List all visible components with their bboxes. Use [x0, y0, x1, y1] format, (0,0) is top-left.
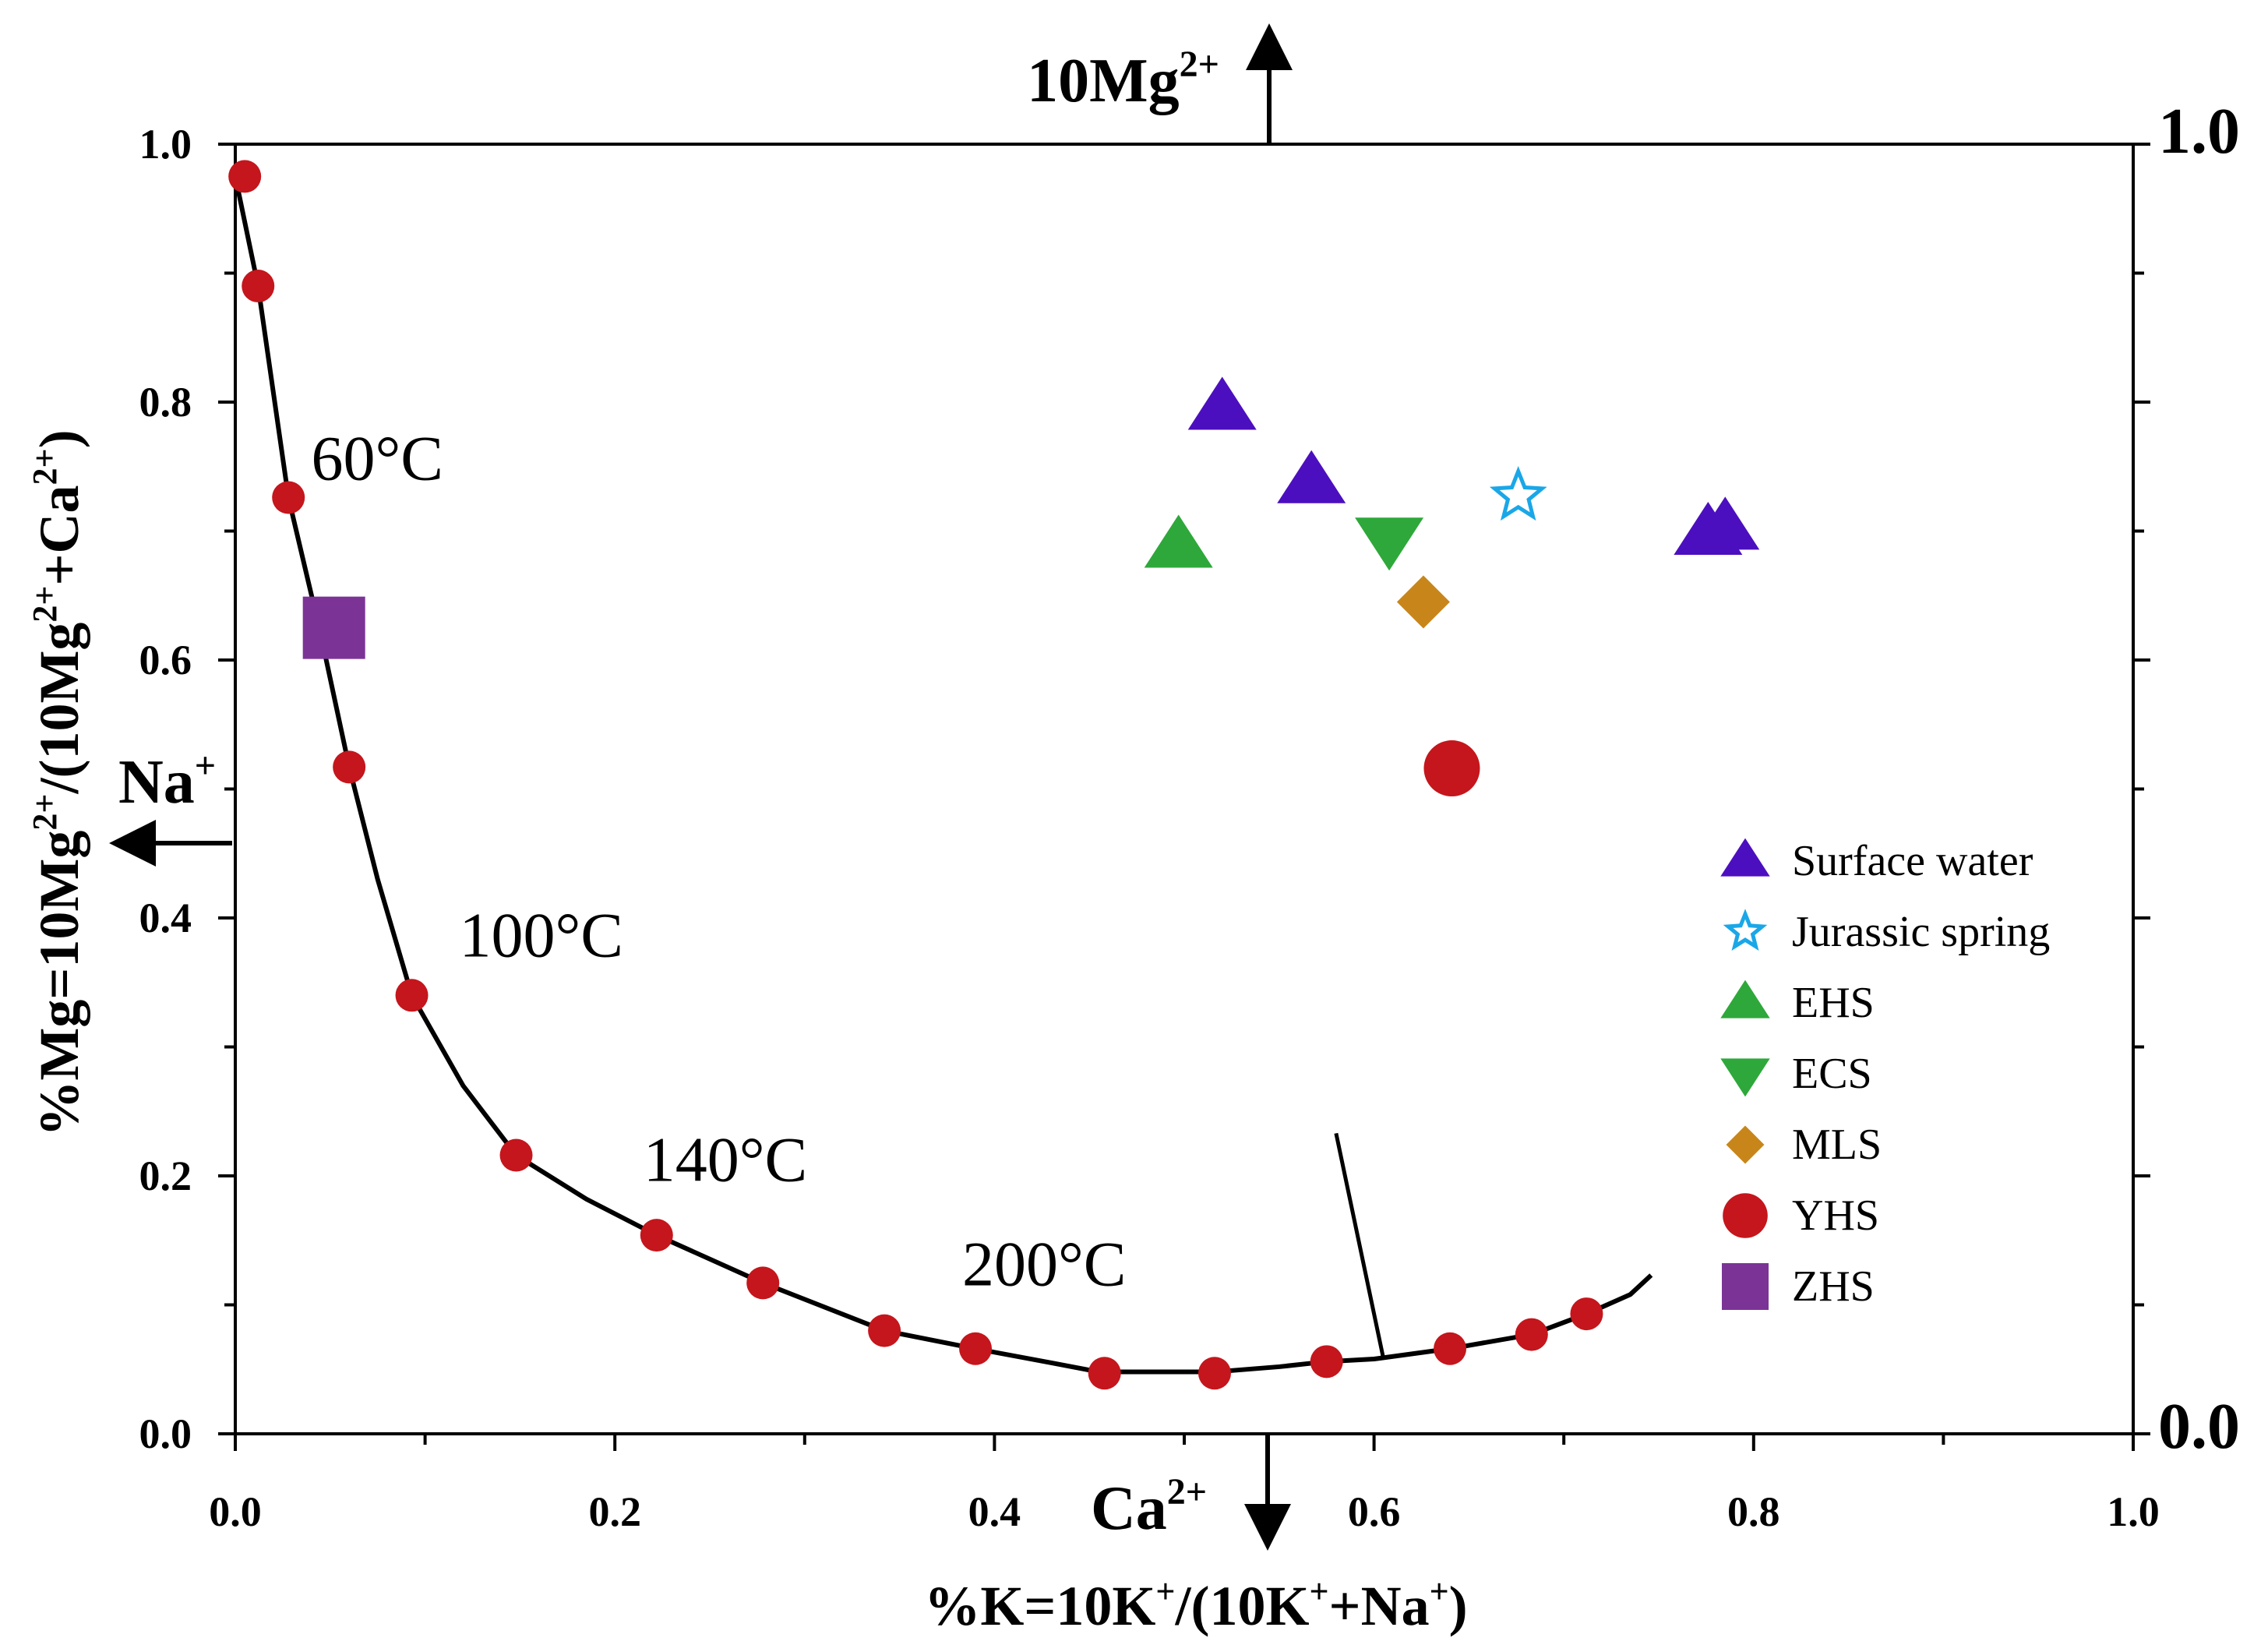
curve-marker	[868, 1314, 901, 1347]
curve-marker	[242, 270, 275, 303]
legend-marker-surface-water	[1720, 838, 1770, 877]
equilibrium-curve-layer	[228, 160, 1653, 1390]
point-mls	[1396, 575, 1450, 629]
legend-label-ecs: ECS	[1792, 1050, 1872, 1098]
curve-marker	[1434, 1332, 1467, 1365]
curve-marker	[1570, 1297, 1603, 1331]
legend-marker-yhs	[1723, 1193, 1768, 1238]
point-ehs	[1144, 514, 1213, 568]
axis-ticks: 0.0 0.2 0.4 0.6 0.8 1.0 0.0 0.2 0.4 0.6 0.8 1.0	[139, 121, 2160, 1535]
temperature-label: 60°C	[311, 422, 443, 493]
x-tick-label: 0.6	[1348, 1488, 1401, 1535]
curve-marker	[499, 1138, 533, 1172]
x-tick-label: 0.4	[968, 1488, 1021, 1535]
sample-points	[302, 376, 1760, 797]
curve-marker	[228, 160, 262, 193]
x-tick-label: 0.8	[1727, 1488, 1780, 1535]
right-axis-top-label: 1.0	[2158, 95, 2240, 168]
legend-marker-ehs	[1720, 980, 1770, 1018]
legend-marker-zhs	[1722, 1263, 1769, 1310]
legend-marker-jurassic-spring	[1723, 909, 1768, 951]
legend-label-surface-water: Surface water	[1792, 837, 2033, 885]
plot-frame	[234, 143, 2135, 1435]
y-tick-label: 0.6	[139, 637, 192, 683]
y-tick-label: 0.4	[139, 895, 192, 941]
y-tick-label: 0.2	[139, 1153, 192, 1199]
point-ecs	[1355, 517, 1424, 571]
temperature-label: 140°C	[644, 1124, 808, 1195]
right-axis-bottom-label: 0.0	[2158, 1390, 2240, 1463]
point-surface-water	[1187, 376, 1257, 430]
point-surface-water	[1691, 496, 1760, 550]
y-tick-label: 0.8	[139, 379, 192, 425]
y-tick-label: 0.0	[139, 1410, 192, 1457]
curve-marker	[1197, 1357, 1231, 1390]
curve-marker	[272, 481, 305, 514]
legend-marker-mls	[1726, 1125, 1765, 1164]
legend-label-mls: MLS	[1792, 1121, 1882, 1169]
point-zhs	[302, 596, 365, 659]
x-tick-label: 0.2	[588, 1488, 641, 1535]
y-axis-title: %Mg=10Mg2+/(10Mg2++Ca2+)	[26, 429, 90, 1136]
curve-marker	[395, 979, 429, 1012]
point-surface-water	[1277, 450, 1346, 503]
x-tick-label: 1.0	[2107, 1488, 2160, 1535]
legend-label-zhs: ZHS	[1792, 1262, 1875, 1311]
full-equilibrium-line	[1334, 1132, 1386, 1360]
curve-marker	[1088, 1357, 1121, 1390]
temperature-labels: 60°C 100°C 140°C 200°C	[311, 422, 1126, 1299]
point-yhs	[1423, 740, 1480, 797]
top-ion-label: 10Mg2+	[1027, 44, 1219, 115]
curve-marker	[1310, 1345, 1343, 1378]
legend-label-jurassic-spring: Jurassic spring	[1792, 908, 2050, 956]
left-ion-label: Na+	[118, 745, 216, 817]
legend-marker-ecs	[1720, 1058, 1770, 1097]
curve-marker	[1515, 1318, 1548, 1351]
legend-label-ehs: EHS	[1792, 979, 1875, 1027]
legend-label-yhs: YHS	[1792, 1191, 1879, 1240]
x-tick-label: 0.0	[209, 1488, 262, 1535]
y-tick-label: 1.0	[139, 121, 192, 168]
curve-marker	[640, 1219, 673, 1252]
legend: Surface water Jurassic spring EHS ECS MLS YHS…	[1720, 837, 2050, 1311]
x-axis-title: %K=10K+/(10K++Na+)	[924, 1573, 1467, 1637]
curve-marker	[333, 750, 366, 784]
curve-marker	[959, 1332, 993, 1365]
temperature-label: 200°C	[962, 1229, 1127, 1300]
temperature-label: 100°C	[459, 900, 623, 971]
bottom-ion-label: Ca2+	[1091, 1471, 1207, 1543]
curve-marker	[746, 1266, 780, 1300]
point-jurassic-spring	[1489, 466, 1547, 521]
